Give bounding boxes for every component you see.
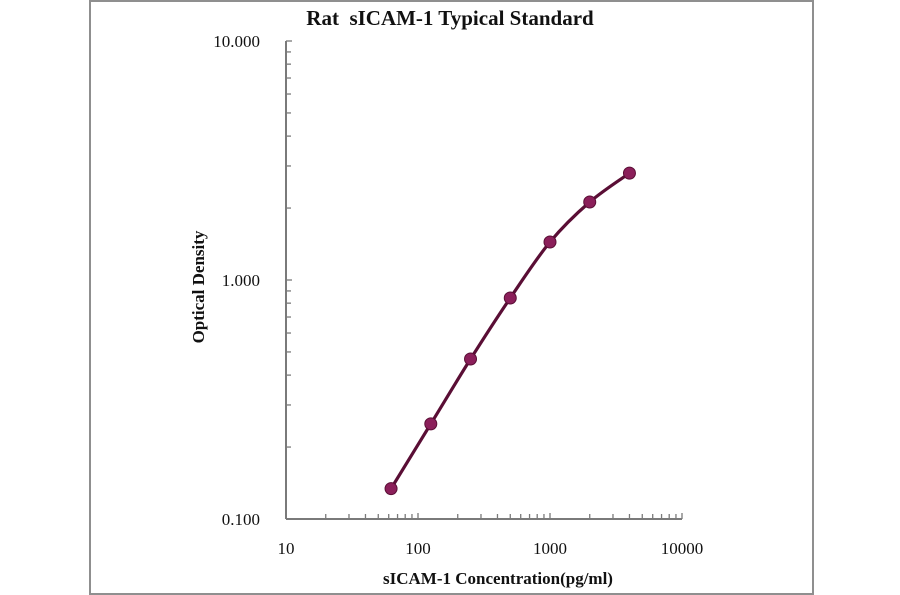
y-tick-label: 0.100: [222, 510, 260, 529]
y-tick-label: 1.000: [222, 271, 260, 290]
standard-curve-line: [389, 171, 632, 491]
chart-title: Rat sICAM-1 Typical Standard: [306, 6, 594, 30]
y-tick-label: 10.000: [213, 32, 260, 51]
data-point-marker: [464, 352, 478, 366]
x-axis-title: sICAM-1 Concentration(pg/ml): [383, 569, 613, 588]
y-axis-title: Optical Density: [189, 230, 208, 343]
data-point-marker: [424, 417, 438, 431]
data-point-marker: [384, 482, 398, 496]
x-tick-label: 10: [278, 539, 295, 558]
data-point-marker: [503, 291, 517, 305]
data-point-marker: [543, 235, 557, 249]
x-tick-label: 10000: [661, 539, 704, 558]
x-tick-label: 100: [405, 539, 431, 558]
x-tick-label: 1000: [533, 539, 567, 558]
data-point-marker: [583, 195, 597, 209]
data-point-marker: [622, 166, 636, 180]
